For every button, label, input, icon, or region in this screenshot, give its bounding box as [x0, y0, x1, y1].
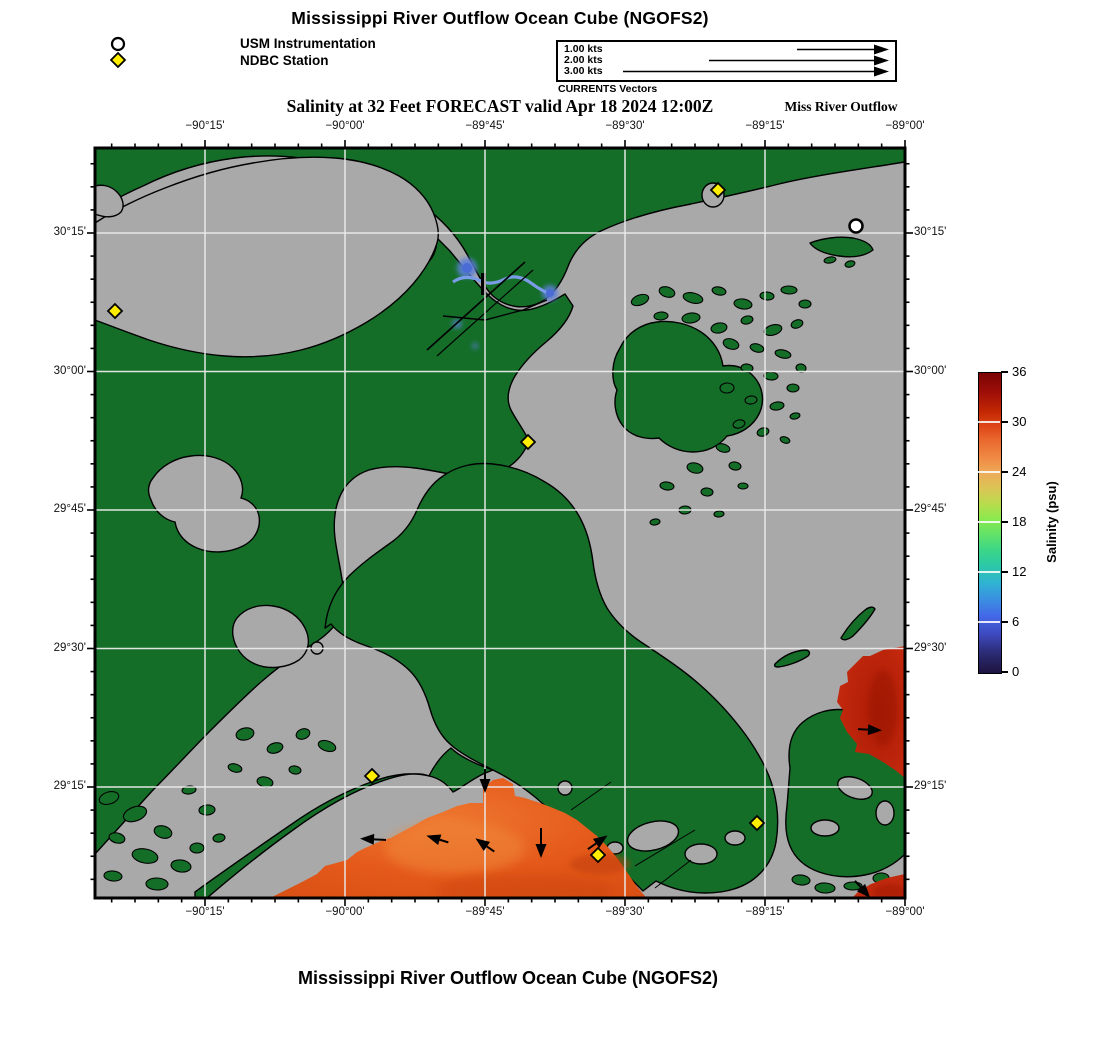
- axis-ticks: [87, 140, 913, 906]
- colorbar-tick: [1001, 621, 1008, 623]
- water-bodies: [95, 156, 895, 865]
- current-vector-arrow: [426, 834, 449, 846]
- colorbar-gridline: [978, 571, 1000, 573]
- current-vector-arrow: [360, 833, 387, 845]
- current-vector-arrow: [475, 838, 495, 853]
- current-vector-arrow: [535, 828, 547, 858]
- colorbar-tick-label: 18: [1012, 514, 1027, 529]
- lat-tick-label: 29°45': [53, 503, 86, 515]
- colorbar-tick: [1001, 571, 1008, 573]
- lon-tick-label: −89°15': [745, 120, 785, 132]
- map-markers: [106, 181, 882, 898]
- lat-tick-label: 29°15': [914, 780, 947, 792]
- colorbar-tick: [1001, 421, 1008, 423]
- lon-tick-label: −89°15': [745, 906, 785, 918]
- lat-tick-label: 30°00': [53, 364, 86, 377]
- legend-label-usm: USM Instrumentation: [240, 36, 376, 51]
- currents-scale-arrows: [623, 44, 889, 77]
- currents-3kt-label: 3.00 kts: [564, 65, 603, 77]
- lon-tick-label: −89°30': [605, 120, 645, 132]
- lon-tick-label: −89°45': [465, 120, 505, 132]
- lon-tick-label: −90°00': [325, 120, 365, 132]
- colorbar-gridline: [978, 471, 1000, 473]
- currents-caption: CURRENTS Vectors: [558, 83, 658, 95]
- lon-tick-label: −90°15': [185, 120, 225, 132]
- page-title: Mississippi River Outflow Ocean Cube (NG…: [291, 8, 709, 28]
- colorbar-tick: [1001, 521, 1008, 523]
- ndbc-station-marker: [106, 302, 124, 320]
- ndbc-station-marker: [363, 767, 381, 785]
- lon-tick-label: −89°30': [605, 906, 645, 918]
- colorbar-tick-label: 36: [1012, 364, 1027, 379]
- legend-row-usm: USM Instrumentation: [110, 36, 410, 52]
- lon-tick-label: −89°00': [885, 120, 925, 132]
- usm-circle-icon: [110, 36, 126, 52]
- legend-row-ndbc: NDBC Station: [110, 52, 410, 69]
- river-mouth-vector: [481, 273, 486, 295]
- lat-tick-label: 30°00': [914, 364, 947, 377]
- colorbar-tick: [1001, 471, 1008, 473]
- usm-instrument-marker: [848, 218, 864, 234]
- colorbar-tick: [1001, 671, 1008, 673]
- lat-tick-label: 29°15': [53, 780, 86, 792]
- current-vector-arrow: [857, 724, 882, 736]
- legend-label-ndbc: NDBC Station: [240, 53, 329, 68]
- lat-tick-label: 29°30': [914, 641, 947, 654]
- colorbar-tick-label: 6: [1012, 614, 1020, 629]
- map-frame: [93, 146, 907, 900]
- currents-1kt-label: 1.00 kts: [564, 43, 603, 55]
- lon-tick-label: −89°00': [885, 906, 925, 918]
- marsh-islands: [98, 256, 890, 894]
- salinity-map: [87, 140, 913, 906]
- lat-tick-label: 30°15': [914, 226, 947, 238]
- miss-river-outflow-label: Miss River Outflow: [784, 99, 898, 114]
- currents-scale-box: 1.00 kts 2.00 kts 3.00 kts: [556, 40, 897, 82]
- colorbar-tick-label: 30: [1012, 414, 1027, 429]
- colorbar-tick-label: 24: [1012, 464, 1027, 479]
- lat-tick-label: 30°15': [53, 226, 86, 238]
- colorbar-gridline: [978, 421, 1000, 423]
- ndbc-station-marker: [748, 814, 766, 832]
- colorbar-axis-label: Salinity (psu): [1044, 481, 1059, 563]
- colorbar-gridline: [978, 621, 1000, 623]
- ndbc-station-marker: [519, 433, 537, 451]
- lon-tick-label: −90°15': [185, 906, 225, 918]
- colorbar-tick-label: 0: [1012, 664, 1020, 679]
- colorbar-gridline: [978, 521, 1000, 523]
- footer-title: Mississippi River Outflow Ocean Cube (NG…: [297, 968, 719, 988]
- graticule-gridlines: [95, 148, 905, 898]
- current-vector-arrow: [587, 835, 608, 850]
- lon-tick-label: −90°00': [325, 906, 365, 918]
- colorbar-tick-label: 12: [1012, 564, 1027, 579]
- ndbc-station-marker: [709, 181, 727, 199]
- forecast-subtitle: Salinity at 32 Feet FORECAST valid Apr 1…: [286, 96, 714, 116]
- lon-tick-label: −89°45': [465, 906, 505, 918]
- ndbc-station-marker: [589, 846, 607, 864]
- current-vector-arrow: [854, 880, 871, 898]
- colorbar-tick: [1001, 371, 1008, 373]
- currents-2kt-label: 2.00 kts: [564, 54, 603, 66]
- high-salinity-region: [270, 646, 905, 898]
- ndbc-diamond-icon: [110, 52, 127, 69]
- lat-tick-label: 29°30': [53, 641, 86, 654]
- salinity-colorbar: [978, 372, 1002, 674]
- current-vector-arrow: [479, 769, 491, 793]
- lat-tick-label: 29°45': [914, 503, 947, 515]
- land-regions: [95, 148, 905, 898]
